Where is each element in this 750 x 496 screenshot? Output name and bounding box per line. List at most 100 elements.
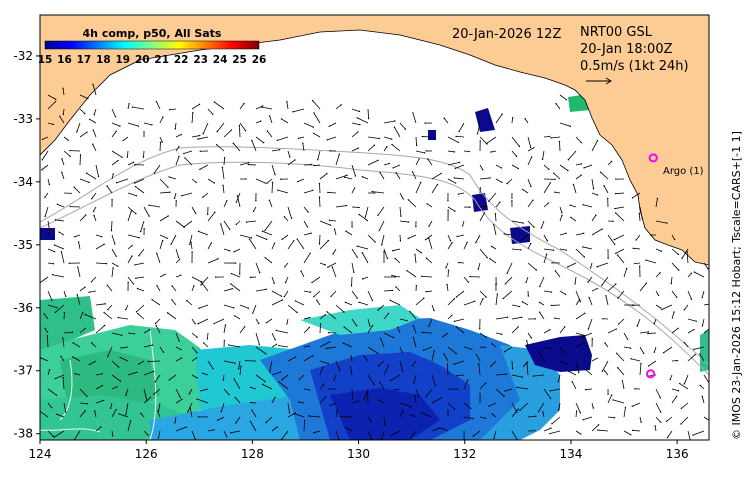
current-vector-head — [561, 214, 563, 217]
current-vector — [357, 245, 369, 250]
current-vector — [156, 253, 161, 264]
current-vector-head — [376, 352, 379, 354]
current-vector — [527, 147, 534, 152]
current-vector — [523, 360, 529, 367]
current-vector-head — [534, 430, 536, 432]
current-vector — [399, 206, 402, 217]
current-vector-head — [521, 301, 524, 303]
current-vector-head — [707, 267, 709, 270]
current-vector-head — [222, 184, 224, 187]
current-vector-head — [280, 178, 282, 180]
current-vector-head — [482, 297, 484, 300]
current-vector-head — [677, 390, 680, 392]
current-vector-head — [43, 313, 45, 315]
current-vector-head — [506, 182, 508, 185]
current-vector-head — [621, 380, 624, 382]
current-vector — [246, 220, 257, 223]
current-vector-head — [455, 352, 457, 355]
current-vector-head — [126, 156, 129, 158]
current-vector — [255, 234, 267, 240]
current-vector-head — [333, 379, 335, 381]
current-vector — [488, 402, 497, 407]
current-vector — [573, 184, 577, 194]
current-vector — [655, 272, 661, 278]
current-vector — [671, 248, 679, 255]
current-vector-head — [678, 382, 681, 385]
current-vector-head — [357, 147, 359, 149]
current-vector — [188, 388, 193, 395]
current-vector-head — [551, 262, 553, 264]
current-vector — [269, 115, 273, 124]
current-vector-head — [54, 100, 57, 103]
current-vector-head — [503, 395, 505, 398]
current-vector-head — [41, 169, 43, 171]
current-vector-head — [351, 397, 354, 400]
current-vector-head — [281, 299, 284, 301]
current-vector — [475, 234, 481, 243]
current-vector-head — [530, 242, 532, 245]
current-vector — [46, 335, 49, 348]
current-vector-head — [673, 311, 675, 313]
current-vector — [412, 325, 417, 334]
current-vector-head — [231, 287, 233, 290]
current-vector-head — [612, 220, 614, 222]
current-vector — [543, 427, 552, 432]
current-vector-head — [217, 258, 219, 260]
current-vector-head — [533, 226, 535, 228]
current-vector-head — [294, 300, 297, 302]
current-vector — [121, 346, 129, 349]
current-vector — [645, 259, 657, 264]
current-vector-head — [277, 189, 279, 191]
current-vector-head — [569, 125, 572, 127]
current-vector-head — [596, 287, 598, 290]
current-vector — [207, 212, 216, 222]
current-vector-head — [565, 363, 568, 365]
current-vector-head — [156, 252, 158, 254]
current-vector — [351, 131, 359, 138]
current-vector — [255, 262, 261, 273]
current-vector — [297, 178, 305, 182]
current-vector-head — [324, 264, 326, 266]
current-vector — [703, 262, 709, 269]
current-vector — [79, 131, 88, 138]
current-vector-head — [425, 396, 427, 398]
current-vector-head — [548, 168, 550, 170]
current-vector — [456, 135, 465, 138]
current-vector-head — [695, 320, 697, 322]
current-vector-head — [636, 325, 638, 327]
current-vector-head — [553, 172, 555, 174]
current-vector — [280, 430, 289, 440]
current-vector — [319, 367, 324, 376]
current-vector-head — [640, 421, 642, 423]
current-vector-head — [503, 351, 506, 353]
current-vector-head — [191, 251, 193, 253]
current-vector-head — [223, 156, 226, 159]
current-vector-head — [317, 158, 319, 161]
current-vector — [367, 318, 371, 327]
current-vector-head — [51, 299, 53, 301]
current-vector-head — [454, 210, 456, 212]
current-vector-head — [53, 244, 56, 246]
current-vector — [44, 328, 49, 334]
current-vector-head — [415, 225, 417, 228]
current-vector — [479, 206, 487, 208]
current-vector — [159, 240, 164, 250]
current-vector-head — [92, 83, 94, 85]
current-vector-head — [71, 331, 74, 333]
current-vector — [127, 234, 140, 239]
current-vector-head — [407, 237, 409, 240]
current-vector — [277, 136, 289, 141]
current-vector — [44, 192, 49, 198]
current-vector-head — [178, 145, 180, 148]
current-vector — [281, 234, 289, 240]
current-vector-head — [115, 408, 117, 411]
land — [40, 15, 709, 266]
current-vector — [446, 284, 449, 292]
current-vector-head — [49, 228, 51, 231]
current-vector — [330, 402, 337, 406]
current-vector — [329, 122, 337, 127]
current-vector — [184, 157, 193, 166]
current-vector — [86, 172, 97, 180]
current-vector — [262, 384, 273, 390]
current-vector — [157, 411, 161, 418]
